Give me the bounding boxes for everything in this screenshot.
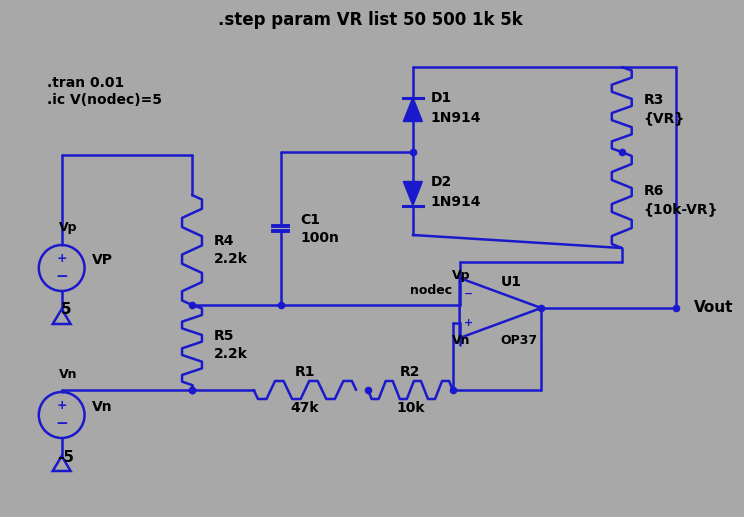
Text: Vn: Vn (59, 368, 77, 381)
Text: +: + (464, 318, 473, 328)
Text: {VR}: {VR} (644, 112, 685, 126)
Polygon shape (403, 98, 423, 121)
Text: +: + (57, 399, 67, 412)
Text: R6: R6 (644, 184, 664, 198)
Text: −: − (55, 268, 68, 283)
Text: 10k: 10k (396, 401, 425, 415)
Text: Vn: Vn (92, 400, 112, 414)
Text: 1N914: 1N914 (431, 112, 481, 126)
Text: .step param VR list 50 500 1k 5k: .step param VR list 50 500 1k 5k (218, 11, 522, 29)
Text: −: − (464, 289, 473, 299)
Text: 2.2k: 2.2k (214, 347, 248, 361)
Text: Vout: Vout (694, 300, 734, 315)
Text: 2.2k: 2.2k (214, 252, 248, 266)
Text: Vp: Vp (59, 220, 77, 234)
Text: 47k: 47k (291, 401, 319, 415)
Text: −: − (55, 416, 68, 431)
Text: R1: R1 (295, 365, 315, 379)
Text: .tran 0.01: .tran 0.01 (47, 76, 124, 90)
Text: D2: D2 (431, 175, 452, 190)
Text: VP: VP (92, 253, 112, 267)
Text: D1: D1 (431, 92, 452, 105)
Text: C1: C1 (301, 212, 321, 226)
Text: +: + (57, 252, 67, 265)
Text: 5: 5 (60, 302, 71, 317)
Text: .ic V(nodec)=5: .ic V(nodec)=5 (47, 93, 161, 107)
Text: 100n: 100n (301, 231, 339, 245)
Text: {10k-VR}: {10k-VR} (644, 202, 718, 216)
Text: Vn: Vn (452, 334, 471, 347)
Text: R3: R3 (644, 94, 664, 108)
Text: Vp: Vp (452, 268, 471, 281)
Text: OP37: OP37 (501, 333, 537, 346)
Polygon shape (403, 181, 423, 205)
Text: -5: -5 (57, 449, 74, 464)
Text: R2: R2 (400, 365, 420, 379)
Text: nodec: nodec (409, 284, 452, 297)
Text: U1: U1 (501, 275, 522, 289)
Text: 1N914: 1N914 (431, 195, 481, 209)
Text: R4: R4 (214, 234, 234, 248)
Text: R5: R5 (214, 329, 234, 343)
